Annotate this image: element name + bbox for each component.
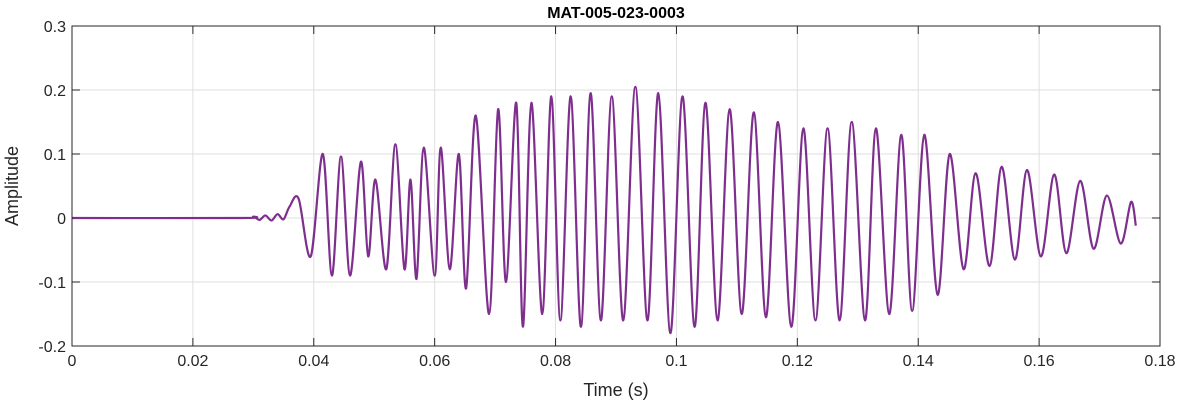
y-tick-label: 0.2 bbox=[44, 83, 66, 100]
y-tick-label: 0 bbox=[57, 211, 66, 228]
x-tick-label: 0 bbox=[68, 353, 77, 370]
plot-frame bbox=[71, 25, 1161, 347]
y-tick-labels: -0.2 -0.1 0 0.1 0.2 0.3 bbox=[38, 19, 66, 356]
x-tick-label: 0.06 bbox=[419, 353, 450, 370]
x-tick-label: 0.18 bbox=[1144, 353, 1175, 370]
chart-title: MAT-005-023-0003 bbox=[547, 5, 685, 22]
x-tick-label: 0.04 bbox=[298, 353, 329, 370]
x-tick-label: 0.08 bbox=[540, 353, 571, 370]
x-tick-labels: 0 0.02 0.04 0.06 0.08 0.1 0.12 0.14 0.16 0.18 bbox=[68, 353, 1176, 370]
y-tick-label: 0.3 bbox=[44, 19, 66, 36]
y-tick-label: -0.2 bbox=[38, 339, 66, 356]
x-tick-label: 0.16 bbox=[1024, 353, 1055, 370]
x-tick-label: 0.02 bbox=[177, 353, 208, 370]
y-tick-label: 0.1 bbox=[44, 147, 66, 164]
x-tick-label: 0.14 bbox=[903, 353, 934, 370]
y-axis-label: Amplitude bbox=[2, 146, 22, 226]
x-tick-label: 0.1 bbox=[665, 353, 687, 370]
y-tick-label: -0.1 bbox=[38, 275, 66, 292]
x-axis-label: Time (s) bbox=[583, 380, 648, 400]
waveform-line bbox=[71, 85, 1137, 335]
x-tick-label: 0.12 bbox=[782, 353, 813, 370]
